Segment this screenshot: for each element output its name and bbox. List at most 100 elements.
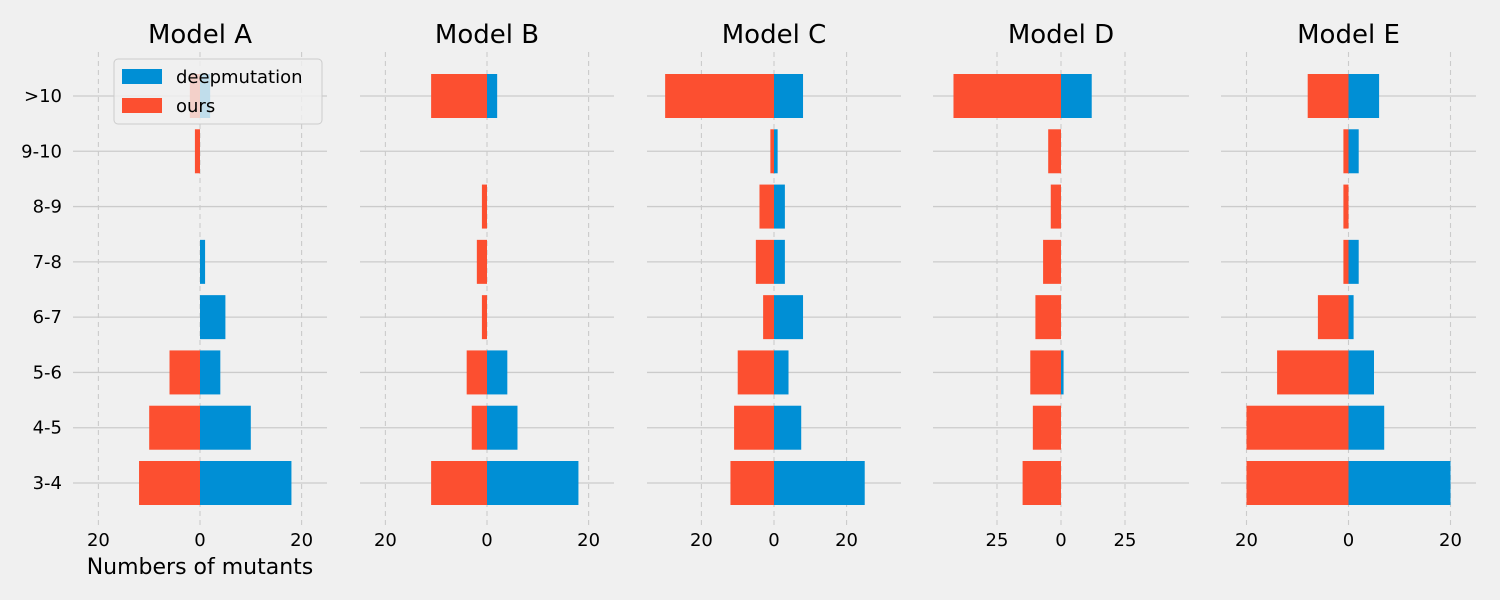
panel-2: 20 0 20 Model B xyxy=(360,20,614,551)
y-tick-label: 9-10 xyxy=(21,141,62,162)
x-tick-label: 25 xyxy=(1114,530,1137,551)
x-tick-label: 0 xyxy=(1343,530,1354,551)
bar-ours xyxy=(730,461,774,505)
bar-deepmutation xyxy=(1348,239,1359,284)
bar-deepmutation xyxy=(487,350,508,395)
bar-ours xyxy=(169,350,200,395)
x-tick-label: 0 xyxy=(194,530,205,551)
legend-swatch-deepmutation xyxy=(122,69,162,84)
panel-4: 25 0 25 Model D xyxy=(933,20,1189,551)
y-tick-label: >10 xyxy=(24,86,62,107)
bar-ours xyxy=(1035,295,1061,340)
bar-ours xyxy=(476,239,487,284)
bar-ours xyxy=(149,405,200,450)
bar-deepmutation xyxy=(1348,461,1451,505)
legend-swatch-ours xyxy=(122,98,162,113)
bar-ours xyxy=(1043,239,1061,284)
x-tick-label: 20 xyxy=(87,530,110,551)
x-tick-label: 0 xyxy=(1055,530,1066,551)
bar-ours xyxy=(734,405,774,450)
x-tick-label: 25 xyxy=(986,530,1009,551)
bar-ours xyxy=(763,295,774,340)
x-tick-label: 20 xyxy=(374,530,397,551)
y-tick-label: 8-9 xyxy=(33,197,62,218)
x-tick-label: 20 xyxy=(690,530,713,551)
x-tick-label: 20 xyxy=(577,530,600,551)
bar-ours xyxy=(1050,184,1061,229)
panel-title: Model B xyxy=(435,20,539,50)
bar-deepmutation xyxy=(487,405,518,450)
bar-deepmutation xyxy=(1348,405,1385,450)
bar-deepmutation xyxy=(200,461,292,505)
bar-deepmutation xyxy=(774,239,785,284)
x-tick-label: 20 xyxy=(1235,530,1258,551)
x-tick-label: 0 xyxy=(768,530,779,551)
bar-deepmutation xyxy=(1061,350,1064,395)
bar-ours xyxy=(953,74,1061,118)
x-tick-label: 20 xyxy=(1439,530,1462,551)
bar-ours xyxy=(1048,129,1061,174)
panel-title: Model D xyxy=(1008,20,1114,50)
bar-deepmutation xyxy=(774,350,789,395)
bar-deepmutation xyxy=(1348,350,1374,395)
panel-5: 20 0 20 Model E xyxy=(1221,20,1476,551)
bar-ours xyxy=(1343,184,1349,229)
bar-ours xyxy=(1277,350,1349,395)
y-tick-label: 4-5 xyxy=(33,418,62,439)
legend-box xyxy=(113,58,323,125)
bar-ours xyxy=(471,405,487,450)
bar-ours xyxy=(1343,129,1349,174)
panels: 20 0 20 Model A 3-4 4-5 5-6 6-7 7-8 8-9 9-10 >10 dee… xyxy=(21,20,1476,551)
bar-ours xyxy=(1343,239,1349,284)
bar-deepmutation xyxy=(774,74,804,118)
x-axis-label: Numbers of mutants xyxy=(87,555,314,580)
legend: deepmutation ours xyxy=(113,58,323,125)
bar-deepmutation xyxy=(487,461,579,505)
legend-label-deepmutation: deepmutation xyxy=(176,67,303,88)
panel-title: Model A xyxy=(148,20,252,50)
bar-deepmutation xyxy=(200,350,221,395)
y-tick-label: 5-6 xyxy=(33,362,62,383)
bar-ours xyxy=(481,295,487,340)
bar-ours xyxy=(737,350,774,395)
bar-ours xyxy=(481,184,487,229)
bar-ours xyxy=(139,461,200,505)
bar-deepmutation xyxy=(774,405,802,450)
x-tick-label: 20 xyxy=(290,530,313,551)
bar-ours xyxy=(770,129,774,174)
bar-ours xyxy=(759,184,774,229)
bar-deepmutation xyxy=(774,129,778,174)
bar-ours xyxy=(1317,295,1349,340)
x-tick-label: 20 xyxy=(835,530,858,551)
panel-title: Model C xyxy=(722,20,826,50)
bar-ours xyxy=(466,350,487,395)
bar-ours xyxy=(431,74,487,118)
bar-deepmutation xyxy=(487,74,498,118)
bar-deepmutation xyxy=(1348,74,1380,118)
panel-3: 20 0 20 Model C xyxy=(647,20,901,551)
bar-ours xyxy=(1246,405,1349,450)
bar-ours xyxy=(755,239,774,284)
bar-deepmutation xyxy=(774,461,865,505)
bar-deepmutation xyxy=(200,295,226,340)
x-tick-label: 0 xyxy=(481,530,492,551)
bar-deepmutation xyxy=(200,405,251,450)
bar-ours xyxy=(194,129,200,174)
legend-label-ours: ours xyxy=(176,96,215,117)
bar-ours xyxy=(1022,461,1061,505)
panel-1: 20 0 20 Model A 3-4 4-5 5-6 6-7 7-8 8-9 9-10 >10 dee… xyxy=(21,20,327,551)
bar-deepmutation xyxy=(774,184,785,229)
bar-ours xyxy=(1032,405,1061,450)
bar-deepmutation xyxy=(1061,74,1092,118)
bar-deepmutation xyxy=(1348,129,1359,174)
panel-title: Model E xyxy=(1297,20,1400,50)
bar-deepmutation xyxy=(774,295,804,340)
y-tick-label: 6-7 xyxy=(33,307,62,328)
bar-ours xyxy=(665,74,774,118)
bar-ours xyxy=(1246,461,1349,505)
y-tick-label: 7-8 xyxy=(33,252,62,273)
bar-ours xyxy=(431,461,487,505)
bar-deepmutation xyxy=(1348,295,1354,340)
bar-ours xyxy=(1030,350,1061,395)
